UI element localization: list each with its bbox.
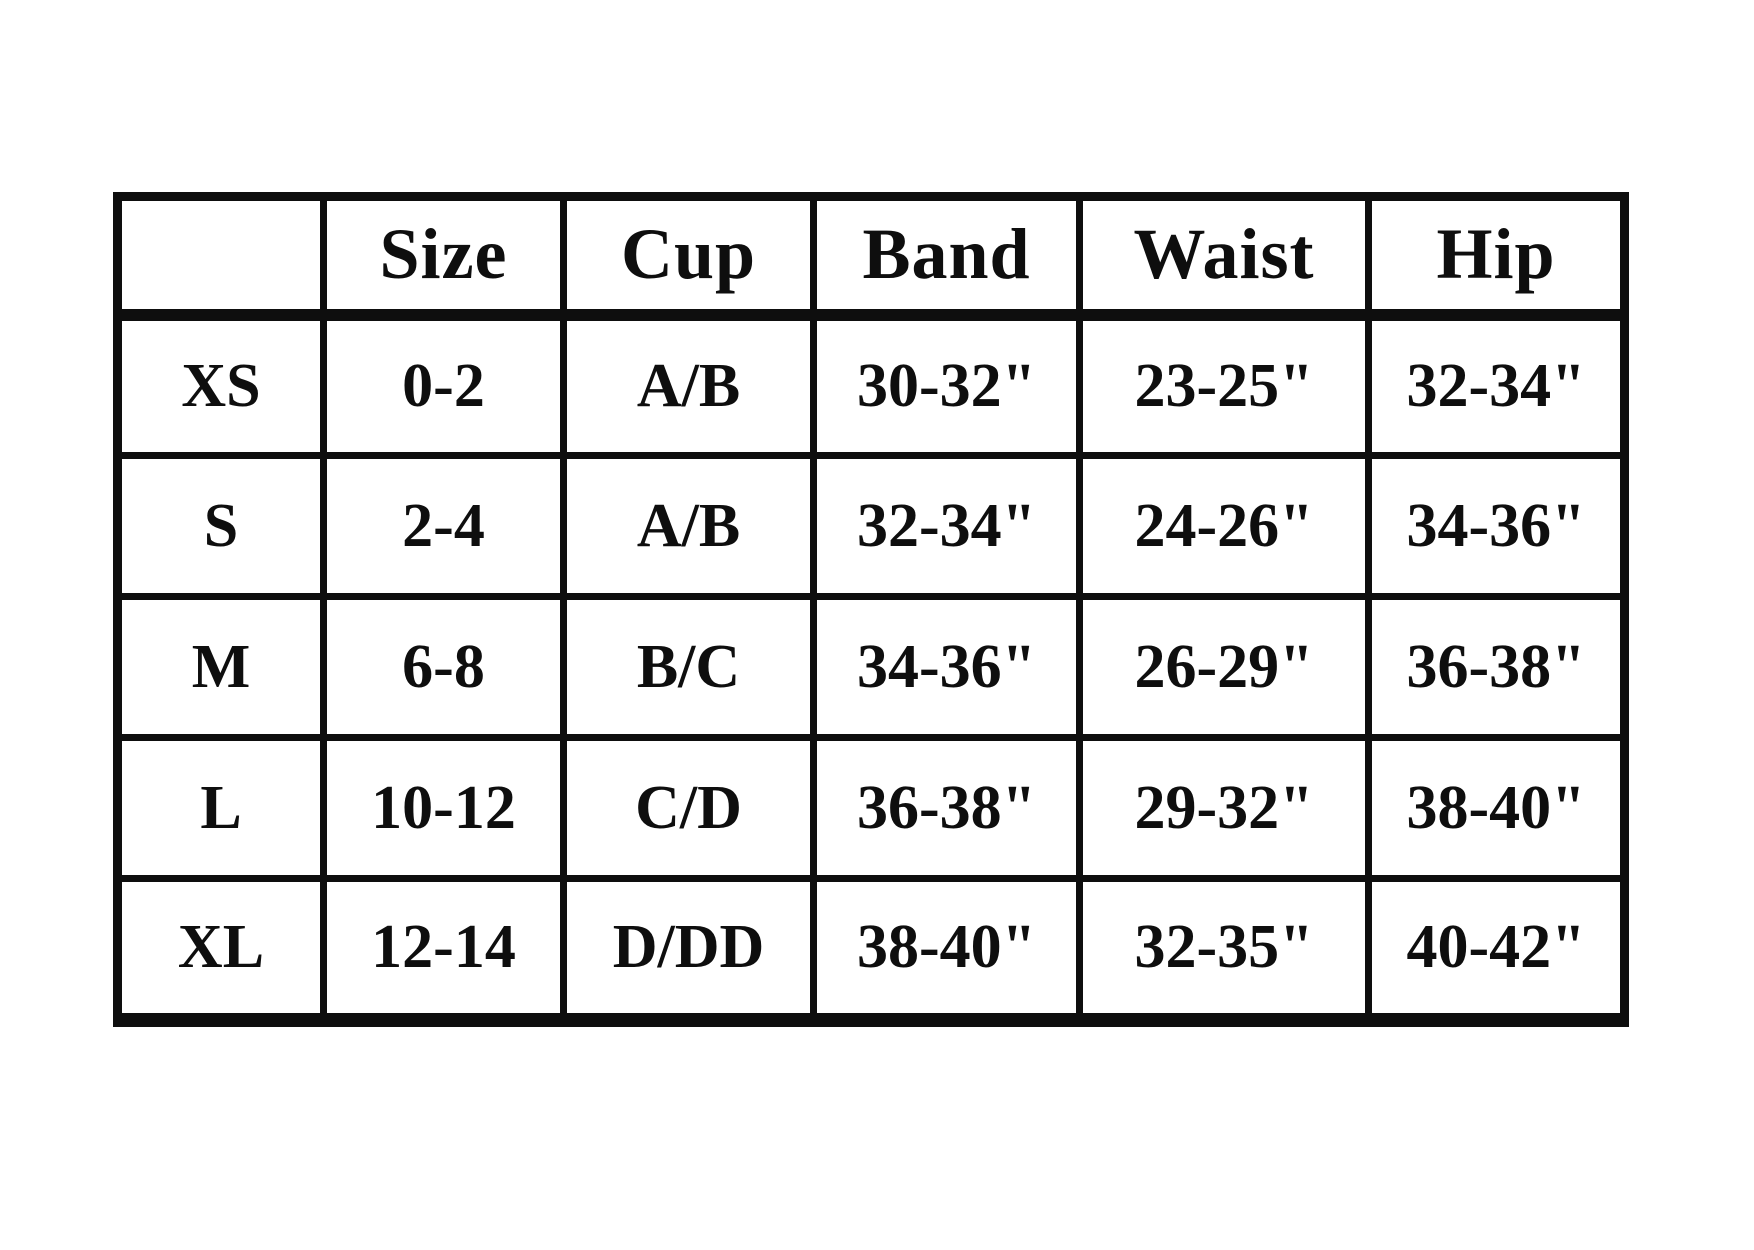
table-cell: 0-2	[320, 311, 567, 459]
table-cell: 10-12	[320, 734, 567, 882]
table-cell: A/B	[560, 452, 817, 600]
table-cell: 30-32"	[810, 311, 1083, 459]
row-label: XL	[114, 875, 327, 1023]
size-chart-container: Size Cup Band Waist Hip XS 0-2 A/B 30-32…	[113, 192, 1629, 1027]
table-cell: 6-8	[320, 593, 567, 741]
table-cell: 32-35"	[1076, 875, 1372, 1023]
header-cell-size: Size	[320, 193, 567, 321]
table-row-xl: XL 12-14 D/DD 38-40" 32-35" 40-42"	[114, 875, 1628, 1023]
table-row-l: L 10-12 C/D 36-38" 29-32" 38-40"	[114, 734, 1628, 882]
table-cell: 32-34"	[810, 452, 1083, 600]
row-label: L	[114, 734, 327, 882]
header-cell-hip: Hip	[1365, 193, 1628, 321]
table-cell: 23-25"	[1076, 311, 1372, 459]
table-cell: 24-26"	[1076, 452, 1372, 600]
table-cell: 34-36"	[810, 593, 1083, 741]
table-cell: 12-14	[320, 875, 567, 1023]
header-cell-band: Band	[810, 193, 1083, 321]
table-row-xs: XS 0-2 A/B 30-32" 23-25" 32-34"	[114, 311, 1628, 459]
size-chart-table: Size Cup Band Waist Hip XS 0-2 A/B 30-32…	[113, 192, 1629, 1027]
table-cell: B/C	[560, 593, 817, 741]
table-cell: 40-42"	[1365, 875, 1628, 1023]
table-cell: D/DD	[560, 875, 817, 1023]
table-cell: 38-40"	[1365, 734, 1628, 882]
table-cell: 29-32"	[1076, 734, 1372, 882]
table-cell: A/B	[560, 311, 817, 459]
header-row: Size Cup Band Waist Hip	[114, 193, 1628, 321]
header-cell-cup: Cup	[560, 193, 817, 321]
table-cell: 32-34"	[1365, 311, 1628, 459]
table-cell: 36-38"	[810, 734, 1083, 882]
table-cell: 34-36"	[1365, 452, 1628, 600]
header-cell-empty	[114, 193, 327, 321]
table-cell: 26-29"	[1076, 593, 1372, 741]
table-row-s: S 2-4 A/B 32-34" 24-26" 34-36"	[114, 452, 1628, 600]
row-label: XS	[114, 311, 327, 459]
header-cell-waist: Waist	[1076, 193, 1372, 321]
table-row-m: M 6-8 B/C 34-36" 26-29" 36-38"	[114, 593, 1628, 741]
table-cell: 38-40"	[810, 875, 1083, 1023]
table-cell: 36-38"	[1365, 593, 1628, 741]
table-cell: C/D	[560, 734, 817, 882]
row-label: M	[114, 593, 327, 741]
table-cell: 2-4	[320, 452, 567, 600]
row-label: S	[114, 452, 327, 600]
